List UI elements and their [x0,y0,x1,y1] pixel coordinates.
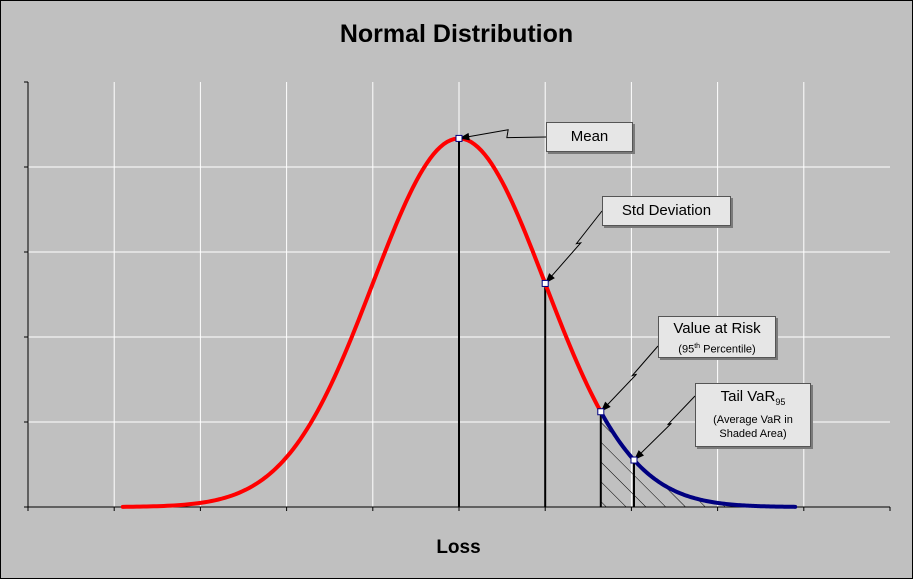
label-std-deviation: Std Deviation [602,196,731,226]
callout-pointer-3 [633,395,696,461]
label-value-at-risk: Value at Risk (95th Percentile) [658,316,776,358]
label-var-sublabel: (95th Percentile) [678,343,756,356]
label-tail-var-text: Tail VaR95 [720,388,786,407]
shaded-tail-area [600,411,796,507]
label-mean: Mean [546,122,633,152]
callout-pointer-2 [600,345,659,413]
data-point-1 [541,279,549,287]
label-tail-var: Tail VaR95 (Average VaR in Shaded Area) [695,383,811,447]
label-mean-text: Mean [570,128,609,145]
label-std-deviation-text: Std Deviation [621,202,712,219]
label-tail-var-line2: Shaded Area) [719,428,787,440]
data-point-3 [630,456,638,464]
data-point-2 [597,408,605,416]
label-tail-var-line1: (Average VaR in [713,414,793,426]
data-point-0 [455,134,463,142]
chart-title: Normal Distribution [339,20,574,48]
callout-pointer-1 [544,210,603,284]
x-axis-label: Loss [436,537,481,558]
callout-pointer-0 [458,129,547,139]
series-line-red [120,136,603,509]
label-var-text: Value at Risk [673,320,761,337]
